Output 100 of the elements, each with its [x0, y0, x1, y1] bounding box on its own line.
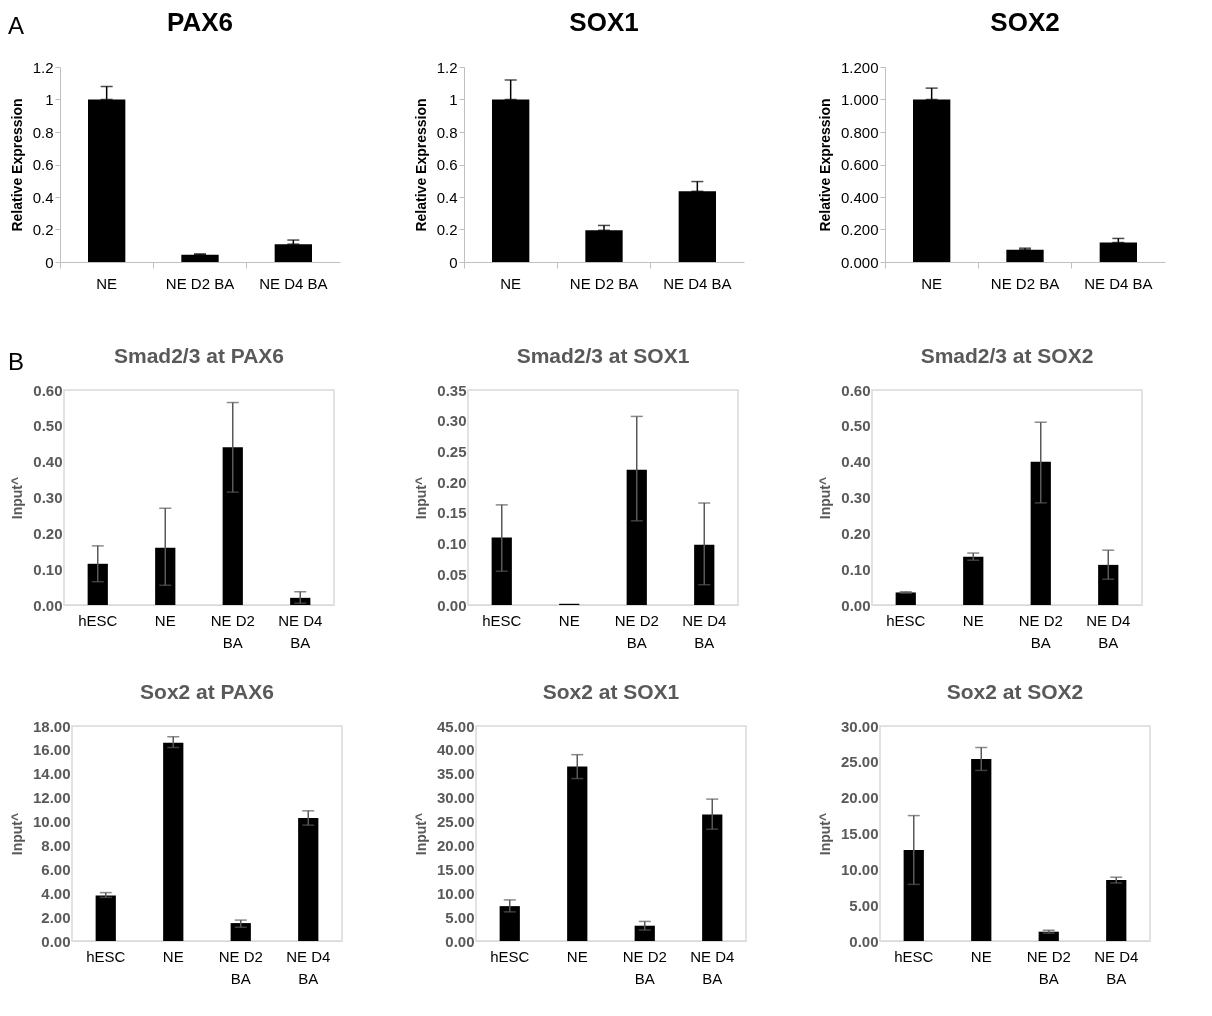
bar [895, 592, 916, 605]
y-tick-label: 0.30 [33, 489, 63, 506]
y-tick-label: 0.00 [841, 596, 871, 614]
y-tick-label: 0.10 [437, 535, 467, 553]
y-tick-label: 0.4 [32, 188, 54, 206]
x-tick-label: NE D2 BA [622, 947, 667, 987]
bar [903, 849, 924, 941]
bar [87, 563, 108, 605]
y-axis-title: Input^ [413, 476, 430, 520]
y-tick-label: 40.00 [436, 741, 475, 759]
y-tick-label: 25.00 [436, 813, 475, 831]
chart-title: Smad2/3 at SOX1 [516, 344, 690, 367]
bar [626, 469, 647, 605]
y-tick-label: 0.20 [437, 473, 467, 491]
x-tick-label: NE [162, 947, 184, 965]
y-tick-label: 1.2 [32, 58, 54, 76]
y-tick-label: 0.2 [32, 221, 54, 238]
bar [298, 817, 319, 941]
y-tick-label: 6.00 [41, 860, 71, 878]
y-tick-label: 16.00 [32, 741, 71, 759]
y-tick-label: 0.8 [436, 123, 458, 141]
y-tick-label: 0.50 [841, 417, 871, 435]
y-tick-label: 0 [45, 253, 54, 271]
x-tick-label: NE [921, 274, 943, 292]
y-tick-label: 35.00 [436, 765, 475, 783]
y-tick-label: 0.00 [849, 932, 879, 950]
y-tick-label: 1.200 [840, 58, 879, 76]
x-tick-label: NE D2 BA [569, 274, 639, 292]
y-tick-label: 15.00 [436, 860, 475, 878]
y-axis-title: Input^ [9, 476, 26, 520]
bar [491, 537, 512, 605]
y-tick-label: 0.8 [32, 123, 54, 141]
x-tick-label: hESC [86, 947, 126, 965]
chart-title: Sox2 at PAX6 [140, 680, 274, 703]
y-tick-label: 1.2 [436, 58, 458, 76]
text: B [8, 348, 25, 376]
y-tick-label: 0.6 [436, 156, 458, 173]
y-tick-label: 10.00 [436, 884, 475, 902]
x-tick-label: NE D4 BA [1084, 274, 1153, 292]
y-axis-title: Relative Expression [816, 98, 833, 232]
x-tick-label: hESC [894, 947, 934, 965]
x-tick-label: NE D2 BA [1018, 611, 1063, 651]
y-tick-label: 30.00 [840, 717, 879, 735]
y-tick-label: 18.00 [32, 717, 71, 735]
y-tick-label: 15.00 [840, 825, 879, 842]
y-tick-label: 0.800 [840, 123, 879, 141]
bar [155, 547, 176, 605]
y-axis-title: Relative Expression [412, 98, 429, 232]
y-tick-label: 0.35 [437, 381, 467, 399]
y-tick-label: 0.000 [840, 253, 879, 271]
y-tick-label: 5.00 [445, 908, 475, 926]
y-tick-label: 0.05 [437, 565, 467, 583]
y-tick-label: 20.00 [840, 789, 879, 807]
x-tick-label: hESC [886, 611, 926, 629]
y-axis-title: Input^ [412, 812, 429, 856]
y-tick-label: 10.00 [840, 860, 879, 878]
y-tick-label: 1.000 [840, 91, 879, 108]
y-tick-label: 1 [45, 91, 54, 108]
bar [163, 742, 184, 941]
y-tick-label: 0.00 [445, 932, 475, 950]
y-tick-label: 0.400 [840, 188, 879, 206]
y-tick-label: 0.60 [33, 381, 63, 399]
bar [567, 766, 588, 941]
x-tick-label: NE [154, 611, 176, 629]
x-tick-label: NE D4 BA [663, 274, 732, 292]
y-tick-label: 25.00 [840, 753, 879, 771]
y-tick-label: 2.00 [41, 908, 71, 926]
y-tick-label: 0.4 [436, 188, 458, 206]
y-tick-label: 0.6 [32, 156, 54, 173]
y-tick-label: 0.00 [437, 596, 467, 614]
y-tick-label: 0.30 [841, 489, 871, 506]
y-tick-label: 12.00 [32, 789, 71, 807]
y-tick-label: 0.00 [33, 596, 63, 614]
x-tick-label: NE D4 BA [286, 947, 331, 987]
x-tick-label: NE D2 BA [990, 274, 1060, 292]
bar [1098, 564, 1119, 605]
y-tick-label: 0.00 [41, 932, 71, 950]
chart-title: PAX6 [167, 7, 233, 37]
x-tick-label: NE D4 BA [682, 611, 727, 651]
y-axis-title: Input^ [8, 812, 25, 856]
bar [1030, 461, 1051, 605]
x-tick-label: NE D4 BA [259, 274, 328, 292]
y-tick-label: 5.00 [849, 896, 879, 914]
x-tick-label: NE D4 BA [690, 947, 735, 987]
y-tick-label: 0.40 [33, 453, 63, 471]
y-tick-label: 14.00 [32, 765, 71, 783]
y-axis-title: Input^ [817, 476, 834, 520]
chart-title: Sox2 at SOX2 [946, 680, 1084, 703]
x-tick-label: NE [558, 611, 580, 629]
y-tick-label: 0.20 [841, 524, 871, 542]
x-tick-label: hESC [78, 611, 118, 629]
x-tick-label: hESC [482, 611, 522, 629]
bar [702, 814, 723, 941]
x-tick-label: NE D4 BA [1086, 611, 1131, 651]
bar [1006, 249, 1044, 262]
chart-title: SOX1 [569, 7, 639, 37]
chart-title: Smad2/3 at PAX6 [113, 344, 285, 367]
y-tick-label: 20.00 [436, 836, 475, 854]
x-tick-label: NE [566, 947, 588, 965]
y-tick-label: 0 [449, 253, 458, 271]
